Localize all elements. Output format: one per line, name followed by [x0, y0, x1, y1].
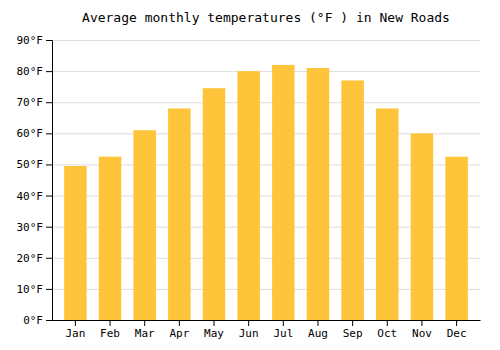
bar — [133, 130, 156, 320]
y-tick: 10°F — [17, 283, 53, 296]
x-tick: Sep — [343, 320, 363, 340]
bars — [64, 65, 468, 320]
x-tick-mark — [110, 320, 111, 326]
y-axis-line — [46, 41, 53, 321]
x-tick-label: Dec — [447, 327, 467, 340]
grid-line — [52, 320, 480, 321]
grid-tick — [52, 71, 480, 72]
grid-line — [52, 102, 480, 103]
y-tick-label: 70°F — [17, 96, 44, 109]
y-tick: 70°F — [17, 96, 53, 109]
x-tick-mark — [352, 320, 353, 326]
y-tick: 20°F — [17, 252, 53, 265]
x-tick-label: Jul — [273, 327, 293, 340]
x-tick: Jun — [239, 320, 259, 340]
x-tick-label: Apr — [169, 327, 189, 340]
y-tick-label: 60°F — [17, 127, 44, 140]
y-tick-mark — [46, 133, 52, 134]
y-tick: 60°F — [17, 127, 53, 140]
x-tick-mark — [387, 320, 388, 326]
title: Average monthly temperatures (°F ) in Ne… — [82, 10, 450, 25]
y-tick-label: 90°F — [17, 34, 44, 47]
x-tick: Apr — [169, 320, 189, 340]
x-tick-mark — [317, 320, 318, 326]
x-tick-label: Nov — [412, 327, 432, 340]
y-tick: 30°F — [17, 221, 53, 234]
y-tick-label: 40°F — [17, 190, 44, 203]
x-tick: Feb — [100, 320, 120, 340]
y-tick-label: 80°F — [17, 65, 44, 78]
x-tick-label: Feb — [100, 327, 120, 340]
bar — [272, 65, 295, 320]
y-tick-mark — [46, 71, 52, 72]
x-tick-label: Jan — [65, 327, 85, 340]
x-tick-label: Jun — [239, 327, 259, 340]
x-tick: Oct — [377, 320, 397, 340]
y-tick-label: 0°F — [23, 314, 43, 327]
grid-line — [52, 71, 480, 72]
x-tick-mark — [75, 320, 76, 326]
x-axis-line — [53, 320, 481, 321]
x-tick: Jan — [65, 320, 85, 340]
bar — [168, 108, 191, 320]
x-tick-mark — [283, 320, 284, 326]
y-tick-mark — [46, 102, 52, 103]
y-tick-mark — [46, 227, 52, 228]
x-tick-label: Sep — [343, 327, 363, 340]
y-tick-label: 20°F — [17, 252, 44, 265]
x-tick-label: Mar — [135, 327, 155, 340]
bar — [237, 71, 260, 320]
y-tick-mark — [46, 40, 52, 41]
grid-tick — [52, 40, 480, 41]
x-tick: Aug — [308, 320, 328, 340]
plot: 0°F 10°F 20°F 30°F 40°F 50°F 60°F 70°F 80°F 90°F J… — [17, 34, 481, 340]
grid-tick — [52, 102, 480, 103]
bar — [203, 88, 226, 320]
x-tick-label: Aug — [308, 327, 328, 340]
bar — [411, 133, 434, 320]
bar — [341, 80, 364, 320]
x-tick-mark — [179, 320, 180, 326]
x-tick-mark — [456, 320, 457, 326]
x-tick: Nov — [412, 320, 432, 340]
y-tick-mark — [46, 289, 52, 290]
y-grid — [52, 41, 480, 321]
bar — [445, 157, 468, 320]
y-axis: 0°F 10°F 20°F 30°F 40°F 50°F 60°F 70°F 80°F 90°F — [17, 34, 53, 327]
x-tick: Mar — [135, 320, 155, 340]
y-tick-label: 50°F — [17, 158, 44, 171]
grid-tick — [52, 320, 480, 321]
grid-line — [52, 40, 480, 41]
x-axis: Jan Feb Mar Apr May Jun Jul Aug Sep Oct Nov Dec — [53, 320, 481, 340]
bar — [99, 157, 122, 320]
x-tick-mark — [144, 320, 145, 326]
x-tick-label: Oct — [377, 327, 397, 340]
x-tick-mark — [421, 320, 422, 326]
x-tick: Jul — [273, 320, 293, 340]
y-tick-mark — [46, 196, 52, 197]
y-tick-label: 10°F — [17, 283, 44, 296]
x-tick-label: May — [204, 327, 224, 340]
y-tick: 80°F — [17, 65, 53, 78]
bar — [376, 108, 399, 320]
y-tick: 40°F — [17, 190, 53, 203]
bar — [307, 68, 330, 320]
x-tick-mark — [248, 320, 249, 326]
y-tick: 0°F — [23, 314, 52, 327]
y-tick-label: 30°F — [17, 221, 44, 234]
chart-container: 0°F 10°F 20°F 30°F 40°F 50°F 60°F 70°F 80°F 90°F J… — [0, 0, 500, 350]
y-tick: 50°F — [17, 158, 53, 171]
y-tick-mark — [46, 320, 52, 321]
y-tick-mark — [46, 164, 52, 165]
bar — [64, 166, 87, 320]
y-tick: 90°F — [17, 34, 53, 47]
x-tick: May — [204, 320, 224, 340]
x-tick: Dec — [447, 320, 467, 340]
y-tick-mark — [46, 258, 52, 259]
chart-svg: 0°F 10°F 20°F 30°F 40°F 50°F 60°F 70°F 80°F 90°F J… — [0, 0, 500, 350]
x-tick-mark — [214, 320, 215, 326]
